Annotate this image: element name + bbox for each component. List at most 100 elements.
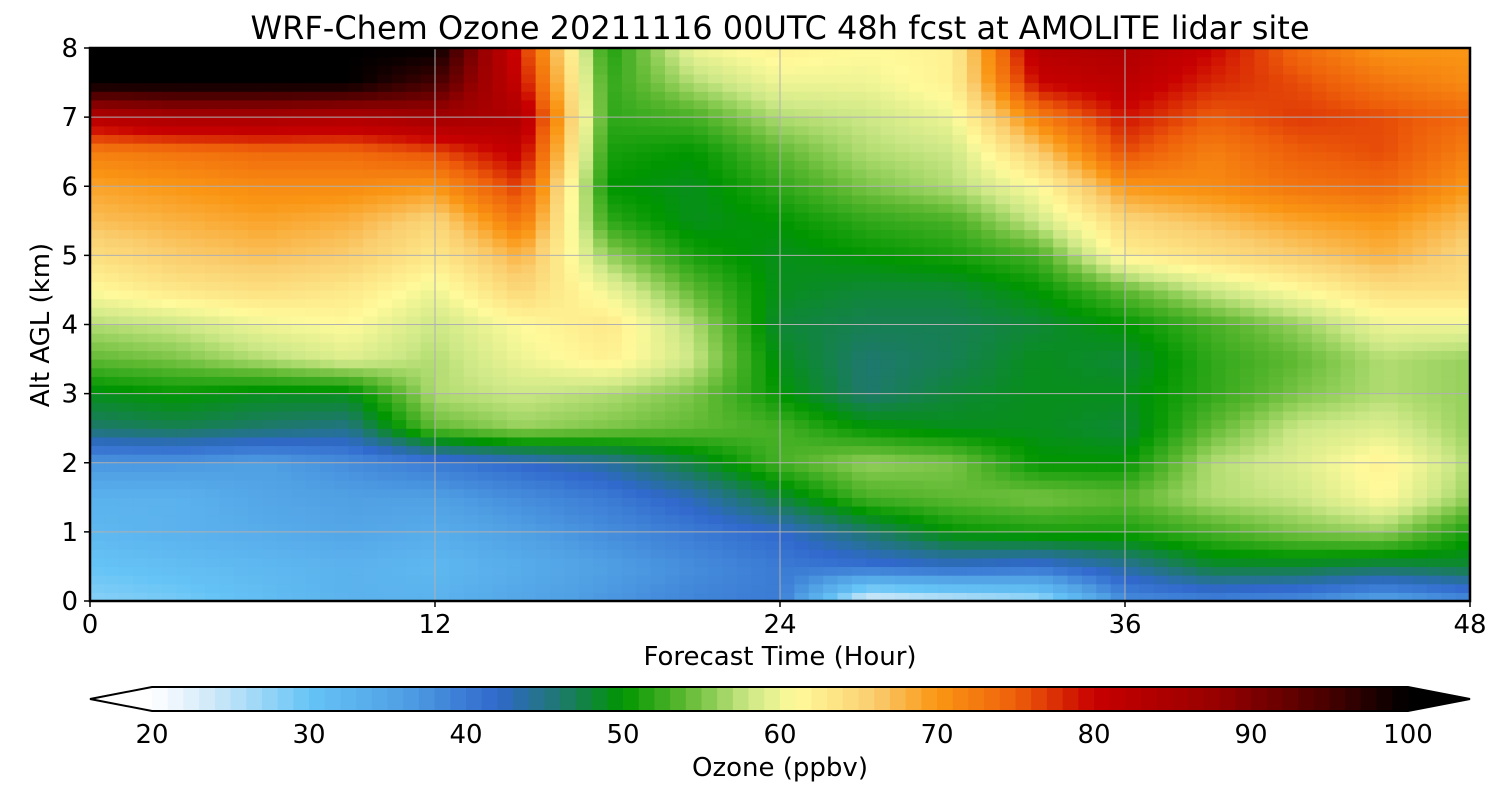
heatmap-cell (161, 238, 177, 248)
heatmap-cell (1038, 410, 1054, 421)
heatmap-cell (391, 393, 407, 403)
heatmap-cell (823, 177, 839, 187)
heatmap-cell (1038, 462, 1054, 472)
heatmap-cell (1383, 575, 1399, 585)
heatmap-cell (1125, 255, 1140, 265)
heatmap-cell (1139, 350, 1155, 360)
heatmap-cell (1340, 471, 1356, 481)
heatmap-cell (1067, 592, 1083, 602)
heatmap-cell (1254, 307, 1270, 317)
heatmap-cell (1096, 315, 1112, 326)
heatmap-cell (794, 246, 810, 256)
heatmap-cell (1053, 523, 1069, 533)
heatmap-cell (521, 350, 537, 360)
heatmap-cell (391, 194, 407, 205)
heatmap-cell (636, 428, 652, 438)
heatmap-cell (1340, 505, 1356, 516)
heatmap-cell (1311, 255, 1327, 265)
heatmap-cell (650, 255, 666, 265)
heatmap-cell (1168, 428, 1184, 438)
heatmap-cell (1096, 454, 1112, 464)
heatmap-cell (1455, 315, 1471, 326)
heatmap-cell (636, 436, 652, 447)
heatmap-cell (837, 238, 853, 248)
heatmap-cell (377, 359, 393, 369)
heatmap-cell (880, 186, 896, 196)
heatmap-cell (190, 514, 206, 524)
heatmap-cell (1225, 480, 1241, 490)
heatmap-cell (291, 497, 307, 507)
heatmap-cell (837, 592, 853, 602)
heatmap-cell (391, 462, 407, 472)
heatmap-cell (1182, 428, 1198, 438)
heatmap-cell (1081, 454, 1097, 464)
heatmap-cell (478, 229, 494, 239)
heatmap-cell (406, 523, 422, 533)
heatmap-cell (1038, 497, 1054, 507)
heatmap-cell (291, 480, 307, 490)
heatmap-cell (650, 160, 666, 170)
heatmap-cell (435, 531, 450, 542)
heatmap-cell (1412, 419, 1428, 429)
heatmap-cell (593, 177, 609, 187)
heatmap-cell (161, 367, 177, 377)
heatmap-cell (1096, 281, 1112, 291)
heatmap-cell (866, 436, 882, 447)
heatmap-cell (866, 350, 882, 360)
heatmap-cell (966, 436, 982, 447)
heatmap-cell (205, 462, 220, 472)
heatmap-cell (506, 238, 522, 248)
heatmap-cell (291, 402, 307, 412)
heatmap-cell (147, 281, 163, 291)
heatmap-cell (1268, 410, 1284, 421)
heatmap-cell (1283, 384, 1299, 395)
heatmap-cell (463, 212, 479, 222)
heatmap-cell (463, 229, 479, 239)
heatmap-cell (636, 160, 652, 170)
heatmap-cell (1283, 315, 1299, 326)
heatmap-cell (966, 272, 982, 282)
heatmap-cell (880, 367, 896, 377)
heatmap-cell (1110, 445, 1126, 455)
heatmap-cell (1355, 246, 1370, 256)
heatmap-cell (866, 264, 882, 274)
heatmap-cell (463, 566, 479, 576)
heatmap-cell (823, 419, 839, 429)
heatmap-cell (104, 480, 120, 490)
heatmap-cell (952, 359, 968, 369)
heatmap-cell (578, 333, 594, 343)
heatmap-cell (550, 264, 565, 274)
heatmap-cell (780, 376, 795, 386)
heatmap-cell (492, 523, 508, 533)
heatmap-cell (348, 264, 364, 274)
heatmap-cell (305, 350, 321, 360)
heatmap-cell (1441, 445, 1457, 455)
heatmap-cell (808, 531, 824, 542)
heatmap-cell (923, 359, 939, 369)
heatmap-cell (420, 212, 436, 222)
heatmap-cell (823, 229, 839, 239)
heatmap-cell (1182, 583, 1198, 593)
heatmap-cell (1125, 514, 1140, 524)
heatmap-cell (133, 264, 149, 274)
heatmap-cell (665, 359, 680, 369)
heatmap-cell (1383, 168, 1399, 179)
heatmap-cell (205, 531, 220, 542)
heatmap-cell (1340, 177, 1356, 187)
heatmap-cell (665, 168, 680, 179)
heatmap-cell (1297, 160, 1313, 170)
heatmap-cell (564, 557, 580, 568)
heatmap-cell (866, 272, 882, 282)
heatmap-cell (995, 575, 1011, 585)
heatmap-cell (895, 523, 910, 533)
heatmap-cell (607, 186, 623, 196)
heatmap-cell (334, 488, 350, 498)
heatmap-cell (521, 177, 537, 187)
heatmap-cell (1383, 488, 1399, 498)
heatmap-cell (1024, 359, 1040, 369)
heatmap-cell (966, 229, 982, 239)
heatmap-cell (966, 549, 982, 559)
heatmap-cell (463, 505, 479, 516)
heatmap-cell (190, 212, 206, 222)
heatmap-cell (550, 514, 565, 524)
